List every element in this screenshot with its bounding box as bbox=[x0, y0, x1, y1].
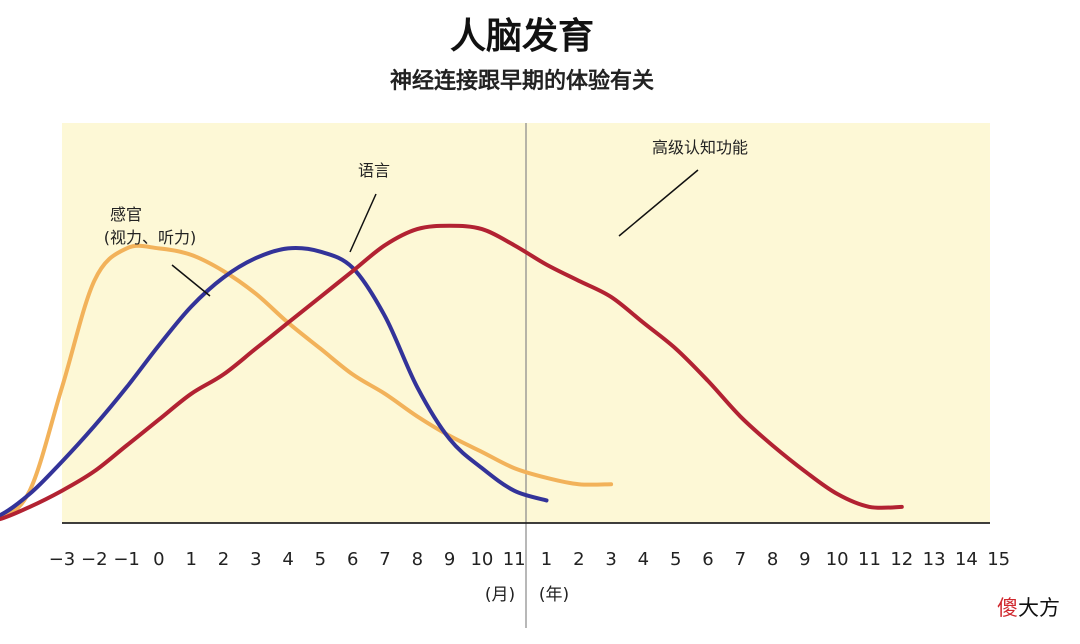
x-tick-label: 5 bbox=[670, 549, 681, 570]
x-tick-label: 0 bbox=[153, 549, 164, 570]
series-layer bbox=[0, 223, 904, 522]
chart-subtitle: 神经连接跟早期的体验有关 bbox=[390, 68, 654, 94]
x-tick-label: 5 bbox=[315, 549, 326, 570]
x-unit-years: (年) bbox=[539, 585, 569, 605]
x-tick-label: 4 bbox=[282, 549, 293, 570]
x-tick-label: 1 bbox=[185, 549, 196, 570]
x-tick-label: 8 bbox=[767, 549, 778, 570]
series-label-cognitive: 高级认知功能 bbox=[652, 138, 748, 157]
x-tick-label: 3 bbox=[250, 549, 261, 570]
chart-title: 人脑发育 bbox=[450, 16, 594, 57]
watermark-part-1: 傻 bbox=[997, 596, 1018, 620]
series-label-sensory-2: (视力、听力) bbox=[104, 228, 197, 247]
leader-cognitive bbox=[618, 169, 699, 237]
x-tick-label: 10 bbox=[826, 549, 849, 570]
watermark: 傻大方 bbox=[997, 592, 1060, 622]
watermark-part-2: 大方 bbox=[1018, 596, 1060, 620]
x-tick-label: 6 bbox=[347, 549, 358, 570]
series-language-line bbox=[0, 246, 549, 518]
x-tick-label: −3 bbox=[49, 549, 76, 570]
x-tick-label: 15 bbox=[987, 549, 1010, 570]
x-tick-label: 4 bbox=[638, 549, 649, 570]
x-tick-label: 1 bbox=[541, 549, 552, 570]
x-tick-label: 2 bbox=[573, 549, 584, 570]
x-tick-label: 11 bbox=[503, 549, 526, 570]
x-tick-label: 9 bbox=[444, 549, 455, 570]
x-tick-label: 2 bbox=[218, 549, 229, 570]
series-sensory-line bbox=[0, 243, 614, 521]
x-ticks: −3 −2 −1 0 1 2 3 4 5 6 7 8 9 10 11 1 2 3 4 5 6 7 8 9 10 11 12 13 14 1… bbox=[49, 549, 1010, 570]
leader-language bbox=[349, 193, 377, 253]
x-tick-label: 11 bbox=[858, 549, 881, 570]
series-cognitive-line bbox=[0, 223, 904, 522]
x-tick-label: 13 bbox=[923, 549, 946, 570]
x-tick-label: 10 bbox=[470, 549, 493, 570]
x-tick-label: 12 bbox=[890, 549, 913, 570]
x-tick-label: 6 bbox=[702, 549, 713, 570]
x-tick-label: −1 bbox=[113, 549, 140, 570]
x-tick-label: 7 bbox=[735, 549, 746, 570]
x-tick-label: 3 bbox=[605, 549, 616, 570]
x-tick-label: 7 bbox=[379, 549, 390, 570]
x-unit-months: (月) bbox=[485, 585, 515, 605]
series-label-language: 语言 bbox=[358, 161, 390, 180]
x-tick-label: 8 bbox=[412, 549, 423, 570]
x-tick-label: 9 bbox=[799, 549, 810, 570]
leader-sensory bbox=[171, 264, 211, 297]
series-label-sensory-1: 感官 bbox=[110, 205, 142, 224]
x-tick-label: −2 bbox=[81, 549, 108, 570]
x-tick-label: 14 bbox=[955, 549, 978, 570]
